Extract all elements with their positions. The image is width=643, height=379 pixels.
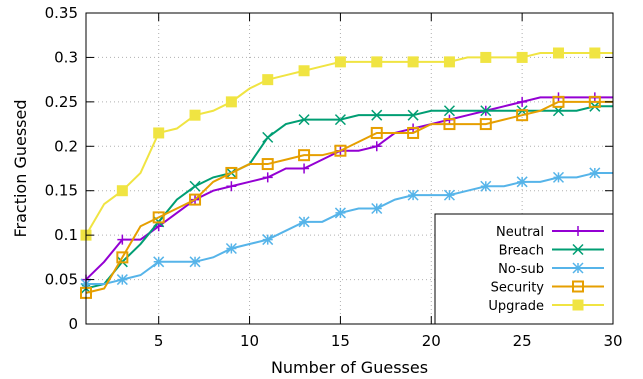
filled-square-marker	[371, 56, 383, 68]
y-tick-label: 0.15	[45, 182, 78, 200]
y-axis-title: Fraction Guessed	[11, 99, 30, 237]
star-marker	[572, 262, 584, 274]
x-marker	[572, 243, 584, 256]
filled-square-marker	[262, 74, 274, 86]
plus-marker	[299, 163, 310, 174]
star-marker	[189, 256, 201, 268]
filled-square-marker	[153, 127, 165, 139]
x-marker	[407, 109, 419, 121]
star-marker	[480, 180, 492, 192]
series-security	[80, 95, 613, 299]
x-tick-label: 25	[513, 332, 532, 350]
y-tick-label: 0.3	[54, 48, 78, 66]
open-square-marker	[152, 211, 165, 224]
open-square-marker	[334, 144, 347, 157]
x-marker	[189, 180, 201, 192]
x-marker	[298, 114, 310, 126]
filled-square-marker	[407, 56, 419, 68]
y-tick-label: 0.35	[45, 4, 78, 22]
x-marker	[443, 105, 455, 117]
open-square-marker	[407, 126, 420, 139]
series-layer	[80, 47, 613, 299]
plot-frame	[85, 12, 614, 325]
y-tick-label: 0	[68, 315, 78, 333]
open-square-marker	[298, 149, 311, 162]
star-marker	[407, 189, 419, 201]
plus-marker	[573, 226, 583, 236]
open-square-marker	[588, 95, 601, 108]
open-square-marker	[479, 118, 492, 131]
filled-square-marker	[589, 47, 601, 59]
x-marker	[334, 114, 346, 126]
open-square-marker	[370, 126, 383, 139]
filled-square-marker	[334, 56, 346, 68]
star-marker	[443, 189, 455, 201]
filled-square-marker	[189, 109, 201, 121]
y-tick-label: 0.2	[54, 137, 78, 155]
y-tick-label: 0.05	[45, 271, 78, 289]
x-tick-label: 10	[240, 332, 259, 350]
plus-marker	[226, 181, 237, 192]
legend-label-breach: Breach	[499, 244, 544, 259]
filled-square-marker	[552, 47, 564, 59]
star-marker	[262, 234, 274, 246]
filled-square-marker	[443, 56, 455, 68]
star-marker	[153, 256, 165, 268]
plus-marker	[117, 234, 128, 245]
filled-square-marker	[116, 185, 128, 197]
legend-label-neutral: Neutral	[496, 225, 544, 240]
legend: Neutral Breach No-sub Security Upgrade	[434, 213, 614, 325]
open-square-marker	[116, 251, 129, 264]
star-marker	[552, 171, 565, 183]
legend-label-upgrade: Upgrade	[488, 299, 544, 314]
open-square-marker	[572, 280, 584, 293]
open-square-marker	[261, 158, 274, 171]
filled-square-marker	[572, 299, 584, 311]
x-marker	[262, 131, 274, 143]
series-line	[85, 100, 613, 294]
open-square-marker	[443, 118, 456, 131]
filled-square-marker	[298, 65, 310, 77]
star-marker	[371, 202, 383, 215]
x-tick-label: 5	[154, 332, 164, 350]
star-marker	[334, 207, 346, 219]
open-square-marker	[516, 109, 529, 122]
x-tick-label: 20	[422, 332, 441, 350]
filled-square-marker	[480, 51, 492, 63]
plus-marker	[371, 141, 382, 152]
star-marker	[516, 176, 528, 188]
y-tick-label: 0.1	[54, 226, 78, 244]
axis-ticks: 0 0.05 0.1 0.15 0.2 0.25 0.3 0.35 5 10 15 20 25 30	[45, 4, 623, 350]
y-tick-label: 0.25	[45, 93, 78, 111]
x-tick-label: 30	[603, 332, 622, 350]
star-marker	[589, 167, 601, 179]
filled-square-marker	[225, 96, 237, 108]
open-square-marker	[225, 166, 238, 179]
legend-label-security: Security	[491, 281, 545, 296]
x-marker	[480, 105, 492, 117]
star-marker	[116, 274, 128, 286]
series-upgrade	[80, 47, 613, 241]
plus-marker	[262, 172, 273, 183]
legend-label-no-sub: No-sub	[498, 262, 544, 277]
open-square-marker	[552, 95, 565, 108]
open-square-marker	[189, 193, 202, 206]
star-marker	[298, 216, 310, 228]
x-marker	[371, 109, 383, 121]
star-marker	[225, 242, 237, 255]
x-axis-title: Number of Guesses	[271, 358, 428, 377]
x-tick-label: 15	[331, 332, 350, 350]
plus-marker	[517, 96, 528, 107]
filled-square-marker	[516, 51, 528, 63]
series-line	[85, 51, 613, 236]
